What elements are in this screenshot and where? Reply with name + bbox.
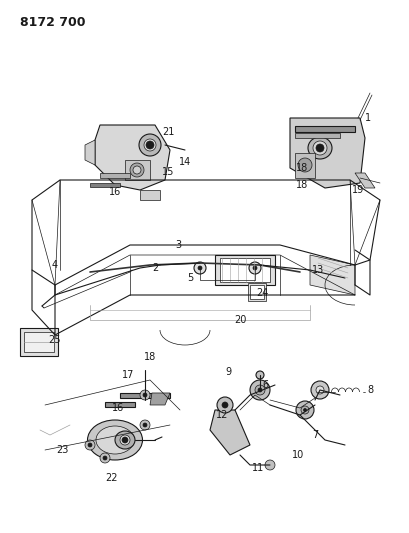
Polygon shape	[139, 190, 160, 200]
Text: 7: 7	[311, 430, 317, 440]
Text: 17: 17	[121, 370, 134, 380]
Text: 20: 20	[233, 315, 245, 325]
Polygon shape	[100, 173, 130, 178]
Circle shape	[221, 402, 227, 408]
Text: 16: 16	[112, 403, 124, 413]
Text: 23: 23	[56, 445, 68, 455]
Circle shape	[248, 262, 261, 274]
Ellipse shape	[144, 139, 155, 151]
Circle shape	[303, 408, 306, 411]
Bar	[249, 285, 263, 299]
Circle shape	[122, 437, 128, 443]
Polygon shape	[294, 133, 339, 138]
Bar	[20, 328, 58, 356]
Ellipse shape	[139, 134, 161, 156]
Text: 18: 18	[295, 163, 308, 173]
Ellipse shape	[87, 420, 142, 460]
Bar	[247, 283, 265, 301]
Circle shape	[198, 266, 202, 270]
Polygon shape	[220, 258, 270, 282]
Text: 1: 1	[364, 113, 370, 123]
Text: 6: 6	[261, 380, 267, 390]
Text: 5: 5	[187, 273, 193, 283]
Circle shape	[252, 266, 256, 270]
Circle shape	[193, 262, 205, 274]
Text: 19: 19	[351, 185, 363, 195]
Polygon shape	[120, 393, 170, 398]
Text: 8: 8	[366, 385, 372, 395]
Text: 9: 9	[225, 367, 231, 377]
Text: 11: 11	[251, 463, 263, 473]
Text: 8172 700: 8172 700	[20, 15, 85, 28]
Ellipse shape	[130, 163, 144, 177]
Circle shape	[103, 456, 107, 460]
Text: 18: 18	[295, 180, 308, 190]
Circle shape	[100, 453, 110, 463]
Bar	[24, 332, 54, 352]
Ellipse shape	[307, 137, 331, 159]
Polygon shape	[95, 125, 170, 190]
Ellipse shape	[96, 426, 134, 454]
Circle shape	[143, 423, 147, 427]
Text: 21: 21	[162, 127, 174, 137]
Polygon shape	[294, 153, 314, 178]
Circle shape	[249, 380, 270, 400]
Text: 3: 3	[175, 240, 181, 250]
Text: 12: 12	[215, 410, 228, 420]
Circle shape	[295, 401, 313, 419]
Circle shape	[139, 390, 150, 400]
Circle shape	[315, 386, 323, 394]
Text: 25: 25	[49, 335, 61, 345]
Circle shape	[300, 406, 308, 414]
Ellipse shape	[120, 435, 130, 445]
Polygon shape	[214, 255, 274, 285]
Circle shape	[146, 141, 154, 149]
Text: 4: 4	[52, 260, 58, 270]
Polygon shape	[354, 173, 374, 188]
Text: 18: 18	[144, 352, 156, 362]
Circle shape	[255, 371, 263, 379]
Polygon shape	[90, 183, 120, 187]
Circle shape	[310, 381, 328, 399]
Polygon shape	[209, 410, 249, 455]
Polygon shape	[294, 126, 354, 132]
Polygon shape	[289, 118, 364, 188]
Polygon shape	[105, 402, 135, 407]
Circle shape	[85, 440, 95, 450]
Text: 10: 10	[291, 450, 303, 460]
Text: 13: 13	[311, 265, 324, 275]
Text: 14: 14	[178, 157, 191, 167]
Circle shape	[254, 385, 264, 395]
Polygon shape	[85, 140, 95, 165]
Circle shape	[139, 420, 150, 430]
Circle shape	[264, 460, 274, 470]
Ellipse shape	[115, 431, 135, 449]
Text: 2: 2	[151, 263, 158, 273]
Circle shape	[143, 393, 147, 397]
Circle shape	[257, 388, 261, 392]
Circle shape	[315, 144, 323, 152]
Ellipse shape	[312, 141, 326, 155]
Circle shape	[216, 397, 232, 413]
Text: 22: 22	[106, 473, 118, 483]
Circle shape	[133, 166, 141, 174]
Polygon shape	[309, 255, 354, 295]
Polygon shape	[150, 393, 170, 405]
Ellipse shape	[297, 158, 311, 172]
Text: 15: 15	[162, 167, 174, 177]
Text: 16: 16	[109, 187, 121, 197]
Text: 24: 24	[255, 288, 267, 298]
Circle shape	[88, 443, 92, 447]
Polygon shape	[125, 160, 150, 180]
